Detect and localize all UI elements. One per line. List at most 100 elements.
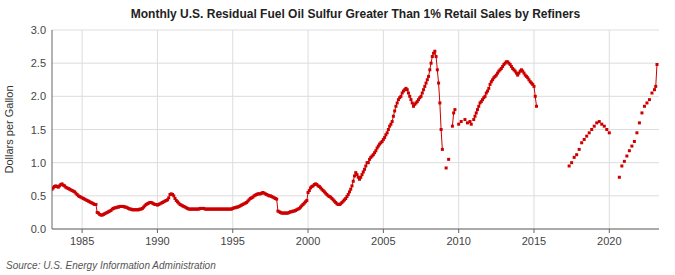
point-marker [638,121,641,124]
point-marker [593,125,596,128]
point-marker [472,118,475,121]
x-tick [232,229,233,233]
y-tick-label: 0.0 [31,223,46,235]
y-grid-line [52,30,659,31]
title: Monthly U.S. Residual Fuel Oil Sulfur Gr… [131,7,581,21]
point-marker [275,198,278,201]
point-marker [445,166,448,169]
point-marker [620,164,623,167]
line-segment [452,110,455,127]
point-marker [356,173,359,176]
point-marker [628,149,631,152]
point-marker [532,85,535,88]
source-note: Source: U.S. Energy Information Administ… [6,260,216,271]
x-tick-label: 2015 [522,235,546,247]
point-marker [348,190,351,193]
point-marker [437,82,440,85]
y-tick-label: 2.5 [31,57,46,69]
point-marker [431,55,434,58]
x-grid-line [533,30,534,229]
point-marker [408,95,411,98]
x-axis-line [52,229,659,230]
line-segment [654,64,657,89]
point-marker [635,131,638,134]
x-grid-line [232,30,233,229]
y-tick-label: 0.5 [31,190,46,202]
y-grid-line [52,129,659,130]
point-marker [653,88,656,91]
point-marker [438,101,441,104]
point-marker [598,120,601,123]
point-marker [350,184,353,187]
point-marker [427,75,430,78]
point-marker [396,101,399,104]
point-marker [391,120,394,123]
x-tick [308,229,309,233]
x-tick [458,229,459,233]
x-tick [157,229,158,233]
point-marker [406,88,409,91]
x-tick [609,229,610,233]
point-marker [420,95,423,98]
point-marker [430,62,433,65]
x-tick [383,229,384,233]
point-marker [422,88,425,91]
point-marker [534,95,537,98]
point-marker [347,193,350,196]
point-marker [476,108,479,111]
point-marker [362,170,365,173]
x-grid-line [458,30,459,229]
point-marker [623,160,626,163]
x-grid-line [157,30,158,229]
point-marker [648,98,651,101]
point-marker [650,92,653,95]
point-marker [608,131,611,134]
point-marker [618,176,621,179]
point-marker [645,101,648,104]
point-marker [441,148,444,151]
point-marker [364,164,367,167]
y-axis-line [52,30,53,229]
y-axis-label: Dollars per Gallon [3,85,15,173]
x-tick-label: 2010 [446,235,470,247]
point-marker [568,164,571,167]
point-marker [167,196,170,199]
point-marker [535,105,538,108]
point-marker [630,145,633,148]
x-grid-line [609,30,610,229]
point-marker [625,155,628,158]
point-marker [386,131,389,134]
x-tick [82,229,83,233]
point-marker [643,105,646,108]
point-marker [585,135,588,138]
point-marker [633,140,636,143]
point-marker [473,115,476,118]
point-marker [578,148,581,151]
point-marker [575,153,578,156]
point-marker [463,118,466,121]
y-tick-label: 3.0 [31,24,46,36]
point-marker [475,111,478,114]
point-marker [460,120,463,123]
point-marker [305,199,308,202]
point-marker [655,63,658,66]
point-marker [486,90,489,93]
point-marker [468,120,471,123]
point-marker [308,189,311,192]
point-marker [363,168,366,171]
y-tick-label: 1.0 [31,157,46,169]
y-grid-line [52,195,659,196]
x-tick-label: 1995 [221,235,245,247]
point-marker [359,176,362,179]
point-marker [389,123,392,126]
point-marker [421,92,424,95]
point-marker [583,138,586,141]
point-marker [447,158,450,161]
x-grid-line [383,30,384,229]
point-marker [457,123,460,126]
point-marker [374,149,377,152]
point-marker [407,92,410,95]
y-tick-label: 2.0 [31,90,46,102]
point-marker [409,98,412,101]
x-tick-label: 1990 [145,235,169,247]
